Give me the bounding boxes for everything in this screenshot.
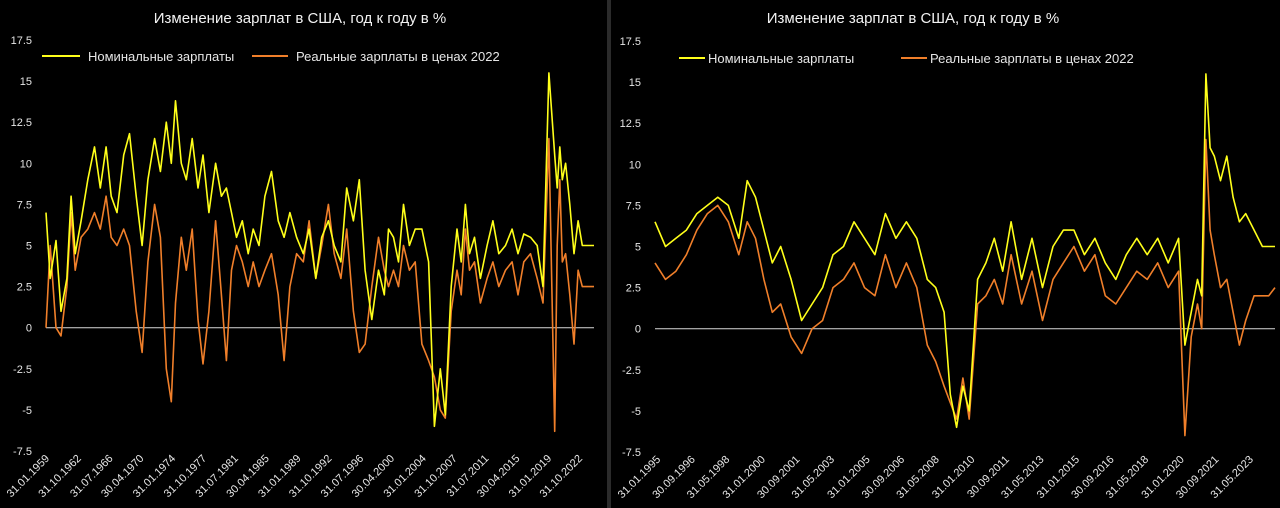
y-tick-label: -2.5: [622, 365, 641, 377]
y-tick-label: -7.5: [13, 446, 32, 458]
series-line-nominal: [654, 73, 1275, 429]
y-tick-label: 17.5: [620, 36, 641, 48]
legend-label-nominal: Номинальные зарплаты: [708, 51, 854, 66]
y-tick-label: 2.5: [17, 282, 32, 294]
chart-title: Изменение зарплат в США, год к году в %: [767, 10, 1060, 27]
y-axis: 17.5 15 12.5 10 7.5 5 2.5 0 -2.5 -5 -7.5: [11, 35, 32, 458]
y-tick-label: 17.5: [11, 35, 32, 47]
y-tick-label: -5: [631, 406, 641, 418]
y-axis: 17.5 15 12.5 10 7.5 5 2.5 0 -2.5 -5 -7.5: [620, 36, 641, 459]
y-tick-label: -2.5: [13, 364, 32, 376]
y-tick-label: 2.5: [626, 283, 641, 295]
chart-panel-right: Изменение зарплат в США, год к году в % …: [611, 0, 1280, 508]
x-axis: 31.01.195931.10.196231.07.196630.04.1970…: [5, 453, 585, 500]
y-tick-label: 12.5: [620, 118, 641, 130]
legend-label-nominal: Номинальные зарплаты: [88, 49, 234, 64]
x-axis: 31.01.199530.09.199631.05.199831.01.2000…: [616, 454, 1256, 501]
series-line-real: [654, 138, 1276, 437]
legend: Номинальные зарплаты Реальные зарплаты в…: [42, 49, 500, 64]
y-tick-label: 5: [635, 242, 641, 254]
y-tick-label: 0: [635, 324, 641, 336]
chart-svg-left: Изменение зарплат в США, год к году в % …: [5, 10, 594, 500]
y-tick-label: -7.5: [622, 447, 641, 459]
chart-svg-right: Изменение зарплат в США, год к году в % …: [616, 10, 1276, 501]
y-tick-label: 7.5: [17, 199, 32, 211]
y-tick-label: 15: [629, 77, 641, 89]
y-tick-label: 10: [629, 159, 641, 171]
y-tick-label: 15: [20, 76, 32, 88]
series-line-nominal: [45, 72, 594, 428]
legend: Номинальные зарплаты Реальные зарплаты в…: [679, 51, 1134, 66]
y-tick-label: 5: [26, 241, 32, 253]
panel-divider: [607, 0, 611, 508]
plot-area: [654, 73, 1276, 437]
y-tick-label: 0: [26, 323, 32, 335]
y-tick-label: -5: [22, 405, 32, 417]
series-line-real: [45, 137, 594, 433]
legend-label-real: Реальные зарплаты в ценах 2022: [296, 49, 500, 64]
y-tick-label: 7.5: [626, 200, 641, 212]
chart-title: Изменение зарплат в США, год к году в %: [154, 10, 447, 27]
y-tick-label: 10: [20, 158, 32, 170]
legend-label-real: Реальные зарплаты в ценах 2022: [930, 51, 1134, 66]
y-tick-label: 12.5: [11, 117, 32, 129]
plot-area: [45, 72, 594, 433]
chart-panel-left: Изменение зарплат в США, год к году в % …: [0, 0, 607, 508]
